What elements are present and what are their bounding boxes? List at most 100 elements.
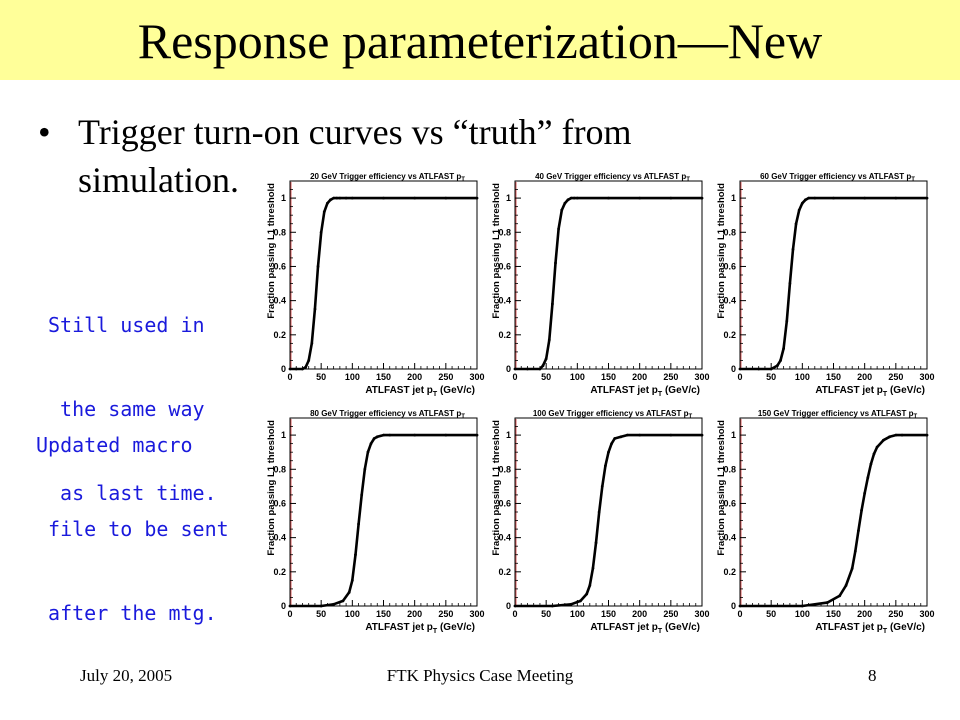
- data-point: [603, 464, 607, 468]
- data-point: [607, 450, 610, 454]
- data-point: [607, 196, 610, 200]
- y-tick-label: 1: [506, 430, 511, 440]
- chart-panel: 20 GeV Trigger efficiency vs ATLFAST pT 0…: [266, 172, 485, 398]
- y-tick-label: 0.2: [498, 567, 511, 577]
- plot-frame: [739, 180, 928, 370]
- y-tick-label: 0.2: [273, 330, 286, 340]
- y-tick-label: 0.4: [723, 533, 736, 543]
- data-point: [669, 196, 673, 200]
- data-point: [579, 599, 582, 603]
- data-point: [541, 364, 545, 367]
- data-point: [797, 208, 801, 212]
- data-point: [544, 357, 548, 361]
- data-point: [310, 341, 314, 345]
- data-point: [794, 222, 798, 226]
- y-tick-label: 1: [731, 430, 736, 440]
- y-tick-label: 0.2: [498, 330, 511, 340]
- data-point: [738, 367, 742, 371]
- data-point: [594, 541, 598, 545]
- y-tick-label: 0.8: [498, 464, 511, 474]
- data-point: [832, 196, 835, 200]
- data-point: [700, 196, 704, 200]
- data-point: [925, 433, 929, 437]
- data-point: [779, 359, 782, 362]
- data-point: [475, 196, 479, 200]
- y-tick-label: 0.6: [723, 498, 736, 508]
- data-point: [360, 493, 364, 497]
- data-point: [638, 196, 642, 200]
- x-tick-label: 200: [632, 372, 647, 382]
- y-tick-label: 1: [506, 193, 511, 203]
- data-point: [344, 196, 348, 200]
- x-tick-label: 150: [601, 609, 616, 619]
- data-point: [825, 601, 829, 604]
- data-point: [800, 604, 804, 608]
- x-axis-label-unit: (GeV/c): [887, 622, 925, 633]
- data-point: [566, 198, 570, 202]
- bullet-dot: •: [38, 112, 51, 152]
- data-point: [738, 604, 742, 608]
- data-point: [322, 210, 326, 214]
- data-point: [301, 367, 304, 371]
- plot-frame: [514, 180, 703, 370]
- data-point: [860, 508, 863, 512]
- x-tick-label: 150: [376, 609, 391, 619]
- data-point: [572, 196, 576, 200]
- data-point: [597, 510, 601, 514]
- data-point: [413, 433, 417, 437]
- data-point: [875, 445, 879, 449]
- data-point: [600, 484, 604, 488]
- x-tick-label: 200: [407, 609, 422, 619]
- data-point: [319, 604, 323, 608]
- note1-line-2: the same way: [48, 397, 205, 421]
- x-axis-label-subscript: T: [883, 628, 888, 635]
- title-bar: [0, 0, 960, 80]
- y-tick-label: 0.4: [273, 533, 286, 543]
- data-point: [782, 347, 786, 350]
- data-point: [894, 433, 898, 437]
- y-axis-label: Fraction passing L1 threshold: [491, 420, 502, 556]
- x-tick-label: 250: [663, 372, 678, 382]
- x-tick-label: 50: [541, 372, 551, 382]
- x-tick-label: 150: [826, 372, 841, 382]
- x-tick-label: 100: [570, 609, 585, 619]
- data-point: [332, 196, 336, 200]
- efficiency-curve: [290, 196, 477, 371]
- x-tick-label: 100: [795, 372, 810, 382]
- x-axis-label-subscript: T: [433, 391, 438, 398]
- data-point: [304, 365, 307, 369]
- y-tick-label: 0.8: [723, 464, 736, 474]
- chart-title-subscript: T: [686, 177, 690, 183]
- data-point: [313, 307, 317, 311]
- x-tick-label: 150: [826, 609, 841, 619]
- y-tick-label: 0.2: [273, 567, 286, 577]
- data-point: [669, 433, 673, 437]
- data-point: [382, 196, 385, 200]
- x-axis-label: ATLFAST jet pT (GeV/c): [590, 622, 700, 635]
- x-tick-label: 100: [570, 372, 585, 382]
- x-tick-label: 0: [737, 609, 742, 619]
- data-point: [588, 584, 592, 587]
- data-point: [700, 433, 704, 437]
- data-point: [613, 437, 617, 440]
- data-point: [444, 433, 448, 437]
- footer-page-number: 8: [868, 666, 877, 685]
- x-tick-label: 50: [316, 372, 326, 382]
- x-axis-label: ATLFAST jet pT (GeV/c): [815, 622, 925, 635]
- data-point: [800, 201, 804, 205]
- y-tick-label: 0.8: [273, 464, 286, 474]
- data-point: [872, 452, 876, 456]
- x-tick-label: 150: [601, 372, 616, 382]
- data-point: [444, 196, 448, 200]
- chart-title-subscript: T: [911, 177, 915, 183]
- x-axis-label: ATLFAST jet pT (GeV/c): [365, 385, 475, 398]
- data-point: [869, 462, 873, 466]
- y-tick-label: 0: [731, 601, 736, 611]
- chart-panel: 60 GeV Trigger efficiency vs ATLFAST pT 0…: [716, 172, 935, 398]
- x-tick-label: 250: [663, 609, 678, 619]
- x-axis-label-unit: (GeV/c): [662, 385, 700, 396]
- x-axis-label: ATLFAST jet pT (GeV/c): [590, 385, 700, 398]
- data-point: [591, 567, 595, 570]
- y-tick-label: 0.2: [723, 567, 736, 577]
- data-point: [294, 367, 298, 371]
